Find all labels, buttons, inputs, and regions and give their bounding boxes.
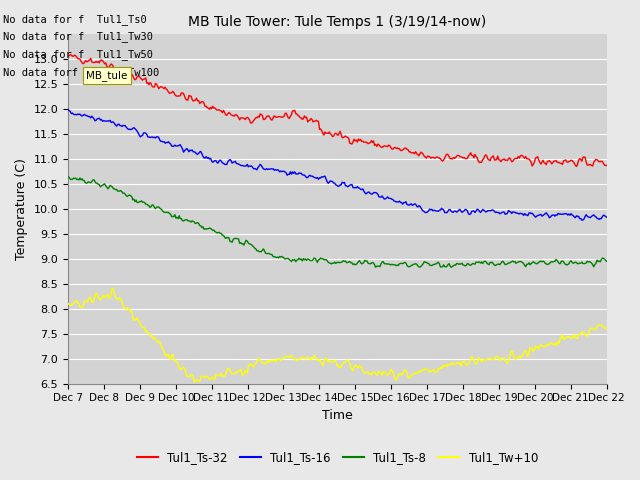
X-axis label: Time: Time [322, 409, 353, 422]
Text: No data for f  Tul1_Tw30: No data for f Tul1_Tw30 [3, 31, 153, 42]
Text: No data for f  Tul1_Ts0: No data for f Tul1_Ts0 [3, 13, 147, 24]
Text: MB_tule: MB_tule [86, 70, 128, 81]
Y-axis label: Temperature (C): Temperature (C) [15, 158, 28, 260]
Title: MB Tule Tower: Tule Temps 1 (3/19/14-now): MB Tule Tower: Tule Temps 1 (3/19/14-now… [188, 15, 486, 29]
Legend: Tul1_Ts-32, Tul1_Ts-16, Tul1_Ts-8, Tul1_Tw+10: Tul1_Ts-32, Tul1_Ts-16, Tul1_Ts-8, Tul1_… [132, 446, 543, 468]
Text: No data for f  Tul1_Tw50: No data for f Tul1_Tw50 [3, 49, 153, 60]
Text: No data forf   Tul1_Tw100: No data forf Tul1_Tw100 [3, 67, 159, 78]
